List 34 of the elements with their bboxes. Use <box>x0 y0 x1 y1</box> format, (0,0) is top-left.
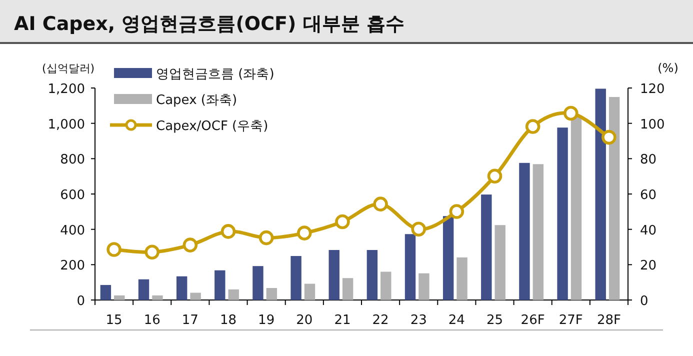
y2tick: 0 <box>640 294 648 309</box>
y2tick: 80 <box>640 152 657 168</box>
legend-label: Capex (좌축) <box>156 93 238 108</box>
xtick: 26F <box>520 313 545 328</box>
y2tick: 100 <box>640 117 665 132</box>
ytick: 0 <box>76 294 85 309</box>
xtick: 27F <box>558 313 583 328</box>
xtick: 20 <box>296 313 313 328</box>
xtick: 15 <box>106 313 122 328</box>
xtick: 25 <box>486 313 504 328</box>
ytick: 400 <box>60 223 85 238</box>
ytick: 600 <box>60 188 85 203</box>
y2label: (%) <box>658 61 678 75</box>
legend-label: Capex/OCF (우축) <box>156 119 268 134</box>
ytick: 1,000 <box>48 117 85 132</box>
y2tick: 60 <box>640 188 657 203</box>
ylabel: (십억달러) <box>42 62 95 75</box>
ytick: 1,200 <box>48 82 85 97</box>
xtick: 22 <box>372 313 389 328</box>
xtick: 28F <box>596 313 621 328</box>
xtick: 16 <box>144 313 160 328</box>
y2tick: 40 <box>640 223 657 238</box>
ytick: 800 <box>60 152 85 168</box>
xtick: 18 <box>220 313 237 328</box>
xtick: 23 <box>410 313 427 328</box>
title: AI Capex, 영업현금흐름(OCF) 대부분 흡수 <box>14 13 404 35</box>
xtick: 21 <box>334 313 351 328</box>
xtick: 19 <box>258 313 275 328</box>
xtick: 24 <box>448 313 465 328</box>
legend-label: 영업현금흐름 (좌축) <box>156 67 274 82</box>
ytick: 200 <box>60 258 85 274</box>
y2tick: 20 <box>640 258 657 274</box>
y2tick: 120 <box>640 82 665 97</box>
xtick: 17 <box>182 313 198 328</box>
